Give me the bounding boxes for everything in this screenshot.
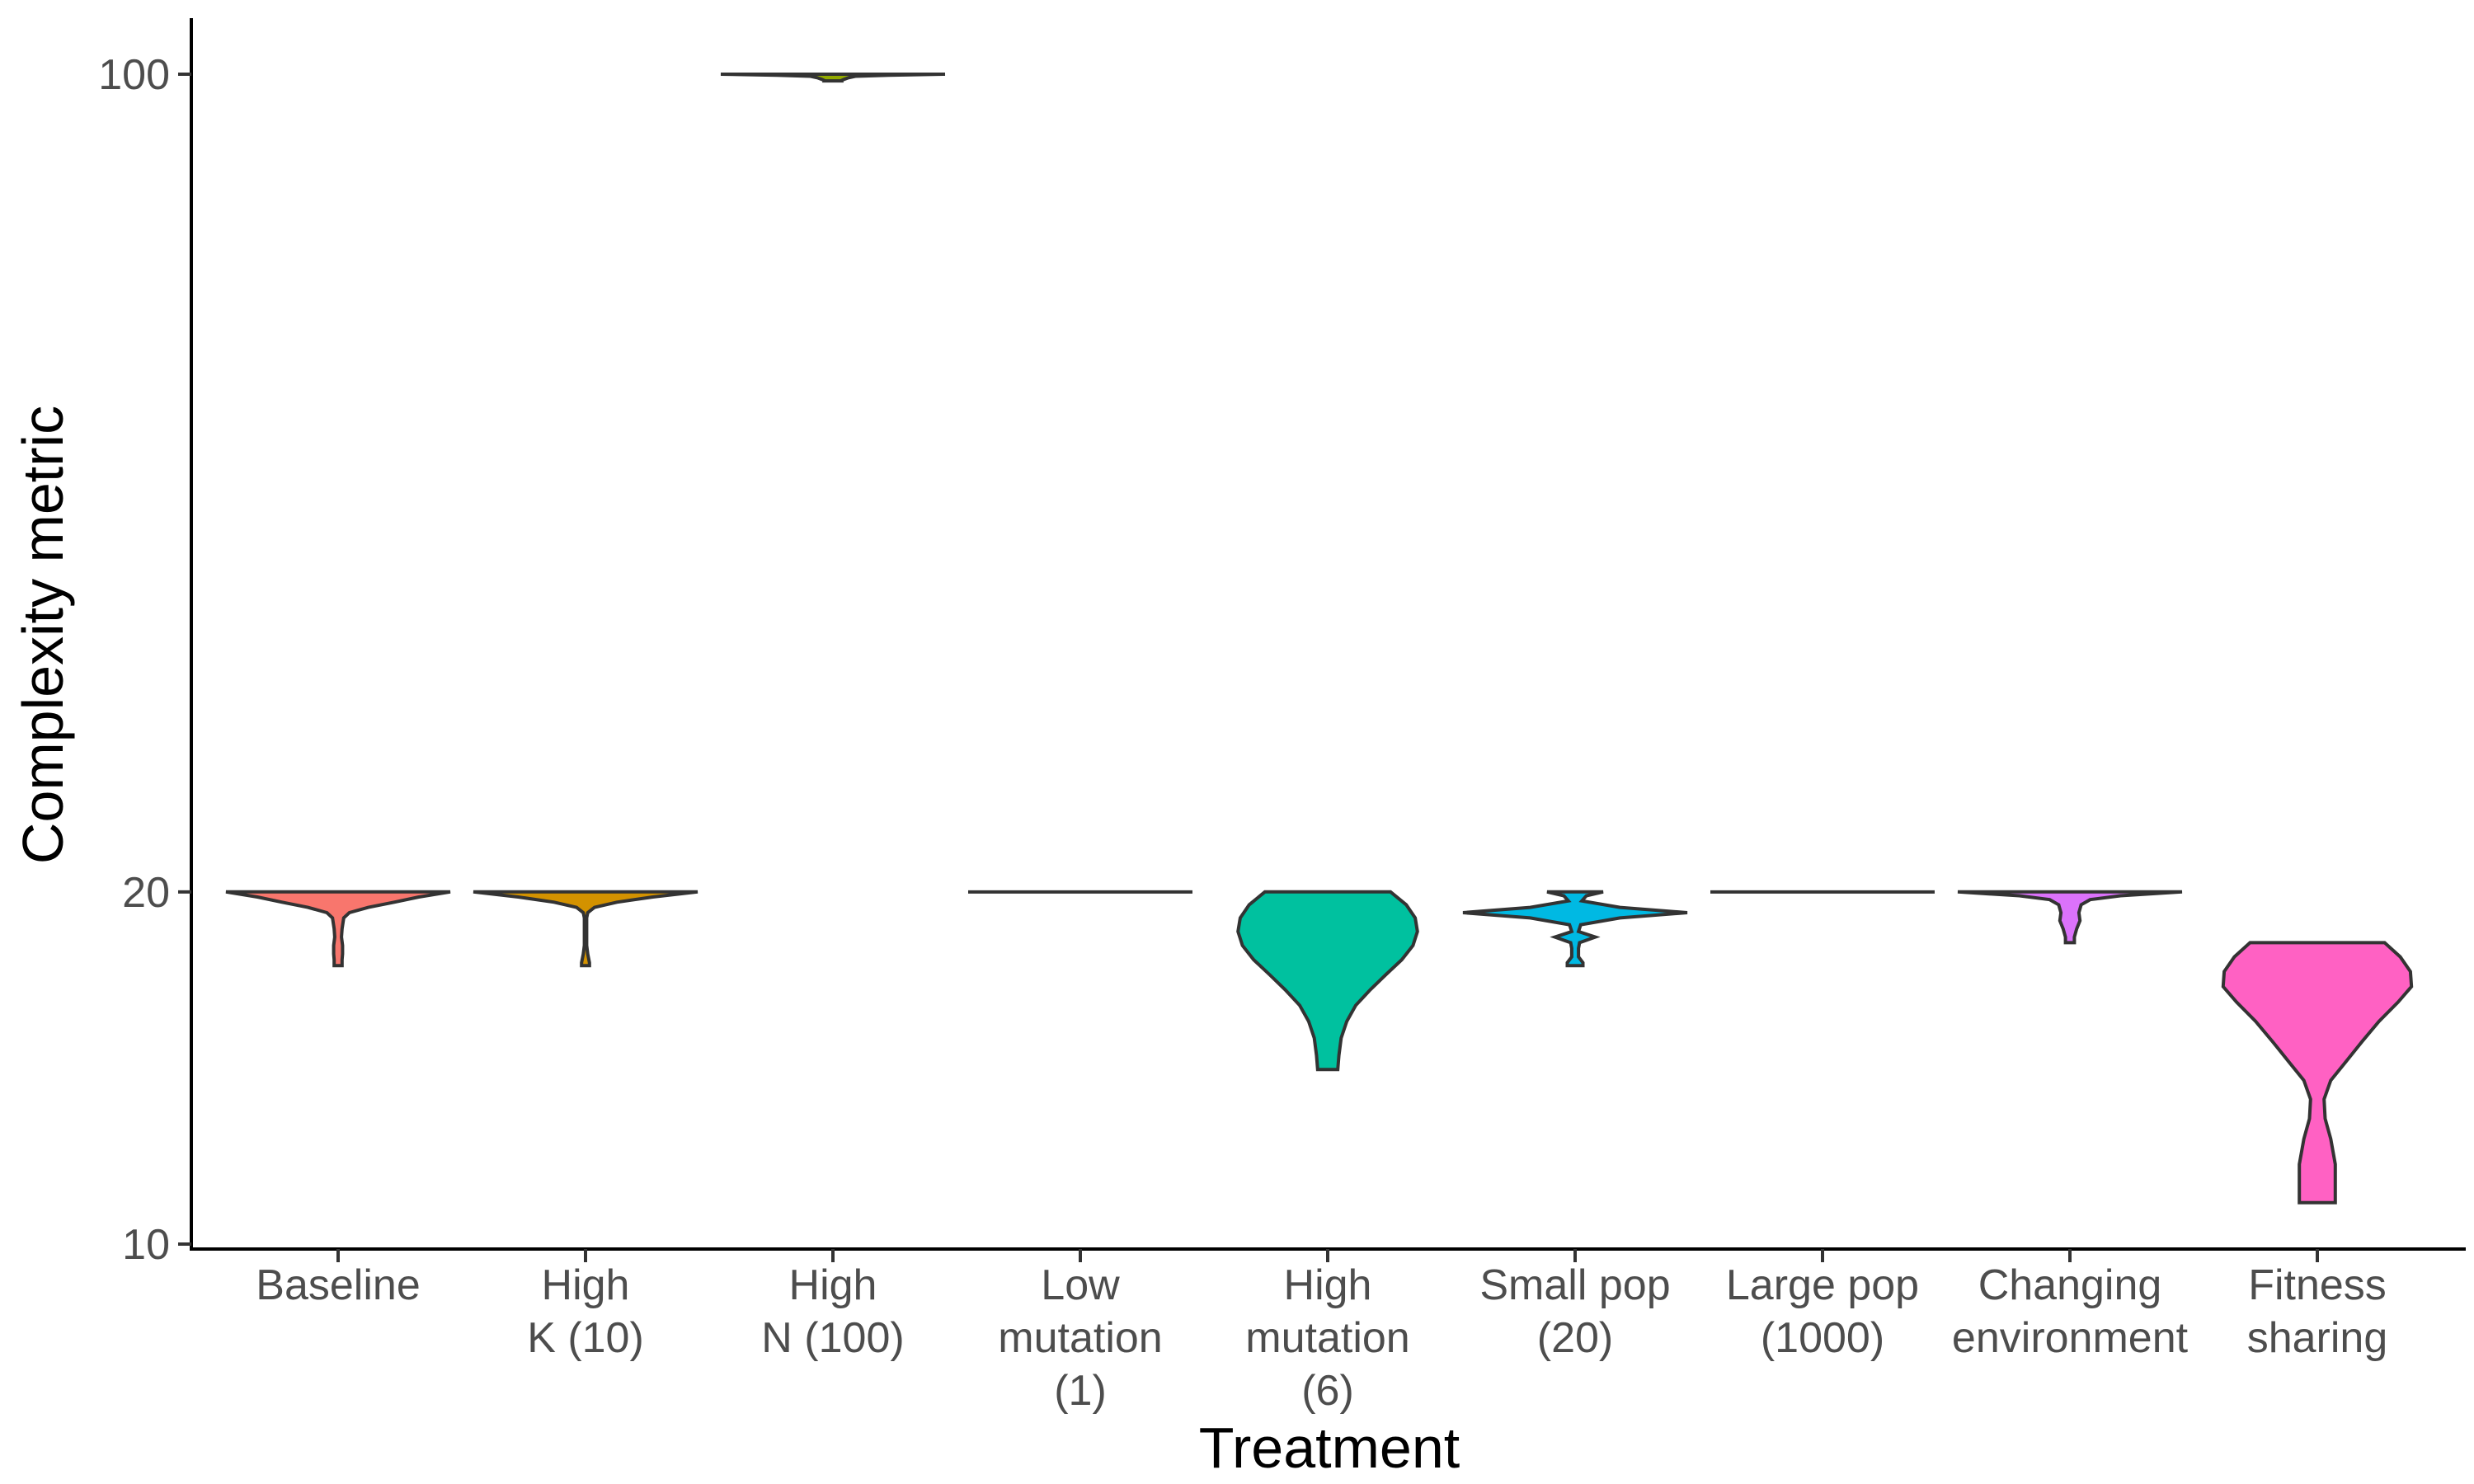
x-tick-label: mutation bbox=[1245, 1314, 1409, 1362]
axes-layer: 10 20 100 Baseline High K (10) High N (100) Low m… bbox=[98, 18, 2466, 1415]
x-tick-label: Small pop bbox=[1479, 1261, 1670, 1309]
x-tick-label: mutation bbox=[998, 1314, 1162, 1362]
x-tick-label: environment bbox=[1952, 1314, 2189, 1362]
x-axis-title: Treatment bbox=[1199, 1416, 1460, 1480]
y-tick-label: 20 bbox=[122, 869, 170, 917]
violin-baseline bbox=[225, 890, 451, 968]
x-tick-label: Baseline bbox=[256, 1261, 420, 1309]
violin-high-n-100 bbox=[720, 73, 946, 83]
violin-small-pop-20 bbox=[1462, 890, 1688, 968]
violin-high-k-10 bbox=[473, 890, 698, 968]
violin-layer bbox=[225, 73, 2414, 1205]
y-tick-label: 100 bbox=[98, 51, 170, 99]
x-tick-label: (20) bbox=[1537, 1314, 1613, 1362]
x-tick-label: High bbox=[542, 1261, 630, 1309]
y-axis-title: Complexity metric bbox=[11, 406, 75, 864]
x-tick-label: Changing bbox=[1978, 1261, 2162, 1309]
x-tick-label: High bbox=[1284, 1261, 1372, 1309]
x-tick-label: Low bbox=[1041, 1261, 1120, 1309]
x-tick-label: sharing bbox=[2247, 1314, 2388, 1362]
x-tick-label: Large pop bbox=[1726, 1261, 1919, 1309]
y-tick-label: 10 bbox=[122, 1221, 170, 1269]
x-tick-label: N (100) bbox=[761, 1314, 904, 1362]
violin-high-mutation-6 bbox=[1236, 890, 1419, 1072]
x-tick-label: (1000) bbox=[1761, 1314, 1884, 1362]
violin-fitness-sharing bbox=[2221, 941, 2414, 1205]
violin-changing-environment bbox=[1957, 890, 2183, 945]
x-tick-label: High bbox=[789, 1261, 877, 1309]
x-tick-label: K (10) bbox=[527, 1314, 644, 1362]
x-tick-label: (6) bbox=[1301, 1367, 1354, 1415]
x-tick-label: Fitness bbox=[2248, 1261, 2387, 1309]
x-tick-label: (1) bbox=[1054, 1367, 1107, 1415]
